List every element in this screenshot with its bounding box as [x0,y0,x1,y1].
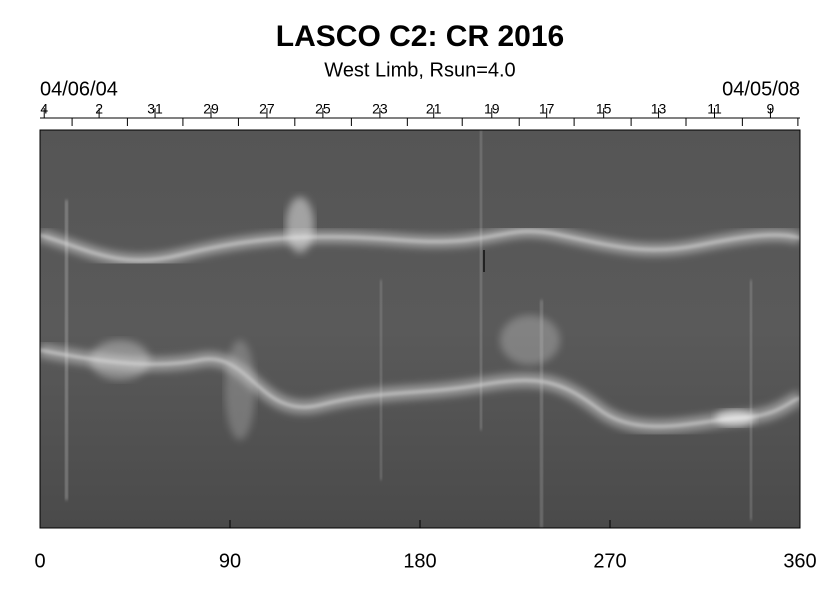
top-tick-label: 31 [147,101,163,117]
top-tick-label: 4 [40,101,48,117]
x-tick-label: 270 [593,550,626,572]
top-tick-label: 13 [651,101,667,117]
top-tick-label: 2 [95,101,103,117]
map-image [40,130,800,528]
top-tick-label: 25 [315,101,331,117]
x-tick-label: 0 [34,550,45,572]
start-date: 04/06/04 [40,78,118,100]
top-tick-label: 15 [596,101,612,117]
chart-subtitle: West Limb, Rsun=4.0 [324,59,515,81]
top-tick-label: 21 [426,101,442,117]
top-tick-label: 19 [484,101,500,117]
chart-title: LASCO C2: CR 2016 [276,20,564,53]
x-tick-label: 180 [403,550,436,572]
top-tick-label: 29 [203,101,219,117]
end-date: 04/05/08 [722,78,800,100]
top-tick-label: 11 [707,101,722,117]
top-tick-label: 17 [539,101,555,117]
x-tick-label: 360 [783,550,816,572]
top-tick-label: 9 [767,101,775,117]
x-tick-label: 90 [219,550,241,572]
top-tick-label: 27 [259,101,275,117]
top-tick-label: 23 [372,101,388,117]
